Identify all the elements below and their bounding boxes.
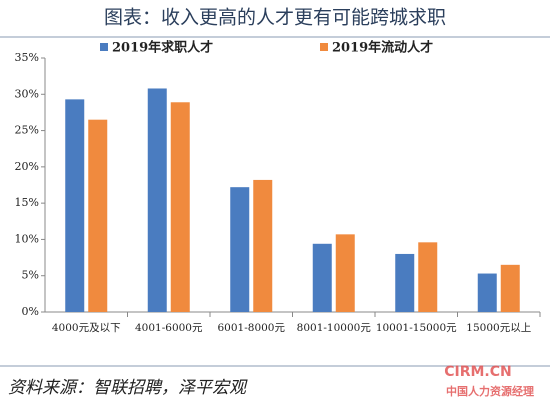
x-tick-label: 4000元及以下 [52,322,121,334]
bar [335,234,355,312]
bar [418,242,438,312]
y-tick-label: 20% [15,160,39,173]
bar [253,179,273,312]
bar [500,264,520,312]
y-tick-label: 0% [22,305,39,318]
watermark: 中国人力资源经理 [446,384,534,398]
legend-label: 2019年流动人才 [332,40,433,56]
y-tick-label: 25% [15,124,39,137]
bar [230,187,250,312]
bar [395,253,415,312]
watermark: CIRM.CN [444,364,512,380]
y-tick-label: 5% [22,269,39,282]
x-tick-label: 6001-8000元 [218,322,286,334]
legend-swatch [320,43,328,51]
x-tick-label: 15000元以上 [466,322,531,334]
bar [312,243,332,312]
y-tick-label: 15% [15,196,39,209]
y-tick-label: 30% [15,87,39,100]
x-tick-label: 10001-15000元 [376,322,457,334]
y-tick-label: 35% [15,51,39,64]
legend-swatch [100,43,108,51]
bar [65,99,85,312]
y-tick-label: 10% [15,232,39,245]
chart-title: 图表：收入更高的人才更有可能跨城求职 [104,7,446,29]
legend-label: 2019年求职人才 [112,40,213,56]
x-tick-label: 8001-10000元 [297,322,372,334]
bar [88,119,108,312]
bar [147,88,167,312]
x-tick-label: 4001-6000元 [135,322,203,334]
bar [170,102,190,312]
bar [477,273,497,312]
source-note: 资料来源：智联招聘，泽平宏观 [8,378,248,398]
